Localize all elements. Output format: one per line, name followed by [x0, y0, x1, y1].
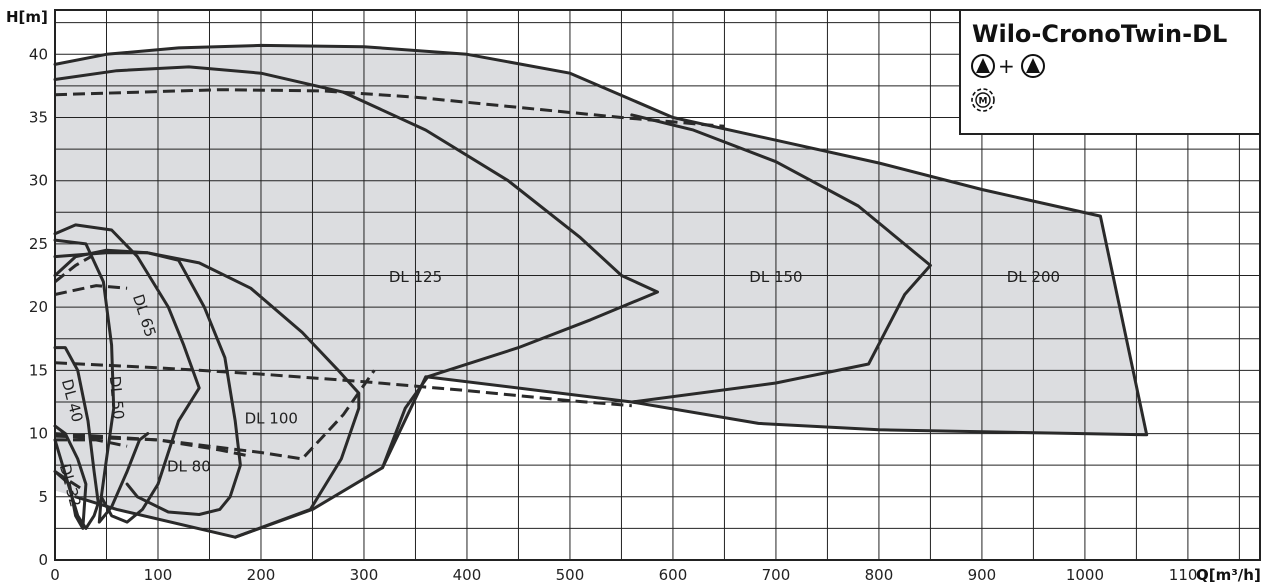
series-boundary-3: [53, 223, 201, 524]
series-boundary-6: [53, 65, 659, 470]
svg-text:M: M: [979, 97, 988, 107]
series-boundary-1: [53, 346, 100, 530]
y-tick-label: 25: [29, 235, 48, 253]
series-dashed-7: [54, 361, 632, 408]
x-tick-label: 400: [453, 566, 482, 584]
legend-title: Wilo-CronoTwin-DL: [972, 20, 1227, 48]
y-tick-label: 35: [29, 108, 48, 126]
y-tick-label: 10: [29, 425, 48, 443]
legend-frame: [959, 9, 1261, 135]
motor-icon: M: [971, 88, 995, 112]
y-tick-label: 5: [38, 488, 48, 506]
series-boundary-5: [53, 251, 361, 539]
x-tick-label: 900: [968, 566, 997, 584]
series-label: DL 200: [1007, 268, 1060, 286]
y-tick-label: 20: [29, 298, 48, 316]
x-tick-label: 0: [50, 566, 60, 584]
series-dashed-1: [55, 438, 128, 448]
series-label: DL 80: [167, 457, 211, 475]
plot-region-fill: [55, 45, 1147, 538]
x-tick-label: 800: [865, 566, 894, 584]
series-curves: [53, 43, 1149, 539]
y-tick-label: 40: [29, 45, 48, 63]
series-label: DL 150: [749, 268, 802, 286]
y-tick-label: 30: [29, 172, 48, 190]
operating-envelope: [55, 45, 1147, 538]
pump-icon: [1021, 54, 1045, 78]
series-dashed-5: [54, 369, 376, 461]
series-boundary-4: [53, 248, 242, 516]
x-tick-label: 500: [556, 566, 585, 584]
x-tick-label: 1100: [1169, 566, 1207, 584]
x-tick-label: 100: [144, 566, 173, 584]
series-label: DL 125: [389, 268, 442, 286]
series-label: DL 100: [245, 409, 298, 427]
series-label: DL 50: [106, 375, 128, 420]
x-tick-label: 700: [762, 566, 791, 584]
x-tick-label: 1000: [1066, 566, 1104, 584]
plot-frame: [54, 9, 1261, 561]
y-tick-label: 15: [29, 361, 48, 379]
pump-icon: [971, 54, 995, 78]
series-dashed-6: [54, 88, 725, 128]
y-axis-label: H[m]: [6, 8, 48, 26]
x-tick-label: 200: [247, 566, 276, 584]
x-tick-label: 600: [659, 566, 688, 584]
series-dashed-3: [54, 284, 128, 296]
envelope-outline: [53, 43, 1149, 539]
series-dashed-0: [54, 470, 87, 493]
x-tick-label: 300: [350, 566, 379, 584]
legend-plus: +: [998, 54, 1015, 78]
series-dashed-2: [54, 255, 92, 283]
axis-ticks: 0 100 200 300 400 500 600 700 800 900 1000 1100 0 5 10…: [29, 45, 1207, 584]
series-boundary-2: [53, 238, 150, 524]
x-axis-label: Q[m³/h]: [1196, 566, 1261, 584]
legend-box: Wilo-CronoTwin-DL + M: [959, 9, 1261, 135]
y-tick-label: 0: [38, 551, 48, 569]
series-boundary-7: [630, 113, 932, 404]
